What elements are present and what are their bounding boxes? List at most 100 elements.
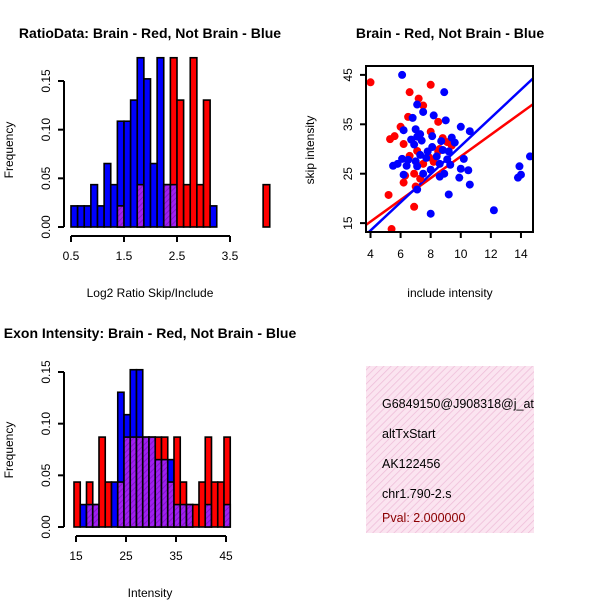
exon-intensity-histogram: Exon Intensity: Brain - Red, Not Brain -… <box>2 325 296 600</box>
y-tick-label: 0.10 <box>39 118 53 142</box>
scatter-point <box>413 162 422 171</box>
hist-bar <box>189 56 198 228</box>
hist-bar <box>104 481 113 528</box>
scatter-point <box>399 170 408 179</box>
x-tick-label: 15 <box>69 549 83 563</box>
hist-bar <box>70 205 79 228</box>
scatter-point <box>435 172 444 181</box>
hist-bar-overlap <box>166 481 175 528</box>
scatter-point <box>419 107 428 116</box>
scatter-point <box>455 173 464 182</box>
scatter-point <box>410 169 419 178</box>
scatter-point <box>410 140 419 149</box>
hist-bar-overlap <box>204 503 213 528</box>
info-probe-id: G6849150@J908318@j_at <box>382 397 534 411</box>
scatter-point <box>419 159 428 168</box>
y-tick-label: 35 <box>341 117 355 131</box>
scatter-axes: 4 6 8 10 12 14 15 25 35 45 <box>341 68 528 261</box>
x-tick-label: 10 <box>454 247 468 261</box>
scatter-ylabel: skip intensity <box>303 116 317 185</box>
x-tick-label: 25 <box>119 549 133 563</box>
hist-bar <box>182 183 192 228</box>
exon-histogram-xlabel: Intensity <box>128 586 173 600</box>
scatter-point <box>399 140 408 149</box>
scatter-point <box>426 80 435 89</box>
scatter-point <box>450 138 459 147</box>
hist-bar-overlap <box>116 481 125 528</box>
hist-bar <box>110 481 119 528</box>
hist-bar <box>216 481 225 528</box>
scatter-point <box>456 164 465 173</box>
hist-bar <box>83 205 92 228</box>
info-accession: AK122456 <box>382 457 441 471</box>
scatter-point <box>456 122 465 131</box>
hist-bar-overlap <box>179 503 188 528</box>
x-tick-label: 0.5 <box>63 249 80 263</box>
scatter-point <box>465 180 474 189</box>
ratio-histogram-axes: 0.5 1.5 2.5 3.5 0.00 0.05 0.10 0.15 <box>39 69 239 263</box>
info-event-type: altTxStart <box>382 427 436 441</box>
scatter-point <box>423 147 432 156</box>
hist-bar-overlap <box>162 183 172 228</box>
scatter-point <box>435 159 444 168</box>
info-panel-background <box>366 366 534 533</box>
scatter-point <box>402 161 411 170</box>
scatter-point <box>416 150 425 159</box>
scatter-point <box>429 111 438 120</box>
scatter-point <box>413 185 422 194</box>
info-pval: Pval: 2.000000 <box>382 511 466 525</box>
hist-bar <box>202 99 211 228</box>
scatter-points <box>366 70 534 234</box>
hist-bar <box>176 99 185 228</box>
hist-bar-overlap <box>185 503 194 528</box>
x-tick-label: 12 <box>484 247 498 261</box>
scatter-point <box>464 166 473 175</box>
scatter-point <box>513 173 522 182</box>
scatter-point <box>408 113 417 122</box>
exon-histogram-axes: 15 25 35 45 0.00 0.05 0.10 0.15 <box>39 360 233 563</box>
y-tick-label: 0.05 <box>39 463 53 487</box>
scatter-point <box>417 136 426 145</box>
x-tick-label: 3.5 <box>222 249 239 263</box>
y-tick-label: 0.15 <box>39 69 53 93</box>
scatter-point <box>410 202 419 211</box>
scatter-point <box>422 153 431 162</box>
hist-bar <box>129 99 139 228</box>
scatter-point <box>405 88 414 97</box>
hist-bar <box>191 503 200 528</box>
scatter-point <box>389 161 398 170</box>
scatter-point <box>515 162 524 171</box>
hist-bar <box>198 481 207 528</box>
scatter-point <box>399 178 408 187</box>
info-location: chr1.790-2.s <box>382 487 452 501</box>
y-tick-label: 0.05 <box>39 166 53 190</box>
hist-bar-overlap <box>91 503 100 528</box>
hist-bar-overlap <box>223 503 232 528</box>
exon-histogram-ylabel: Frequency <box>2 422 16 479</box>
scatter-point <box>419 169 428 178</box>
hist-bar-overlap <box>148 436 157 528</box>
hist-bar-overlap <box>136 183 145 228</box>
hist-bar <box>103 162 112 228</box>
scatter-point <box>398 70 407 79</box>
hist-bar <box>196 183 205 228</box>
scatter-point <box>441 116 450 125</box>
hist-bar <box>109 183 119 228</box>
scatter-title: Brain - Red, Not Brain - Blue <box>356 25 544 41</box>
x-tick-label: 4 <box>367 247 374 261</box>
intensity-scatter: Brain - Red, Not Brain - Blue 4 6 8 10 12 14 1… <box>303 25 544 300</box>
scatter-point <box>413 100 422 109</box>
x-tick-label: 2.5 <box>169 249 186 263</box>
scatter-point <box>459 154 468 163</box>
hist-bar <box>73 481 82 528</box>
scatter-point <box>440 88 449 97</box>
scatter-point <box>426 165 435 174</box>
hist-bar-overlap <box>141 436 150 528</box>
exon-histogram-title: Exon Intensity: Brain - Red, Not Brain -… <box>4 325 297 341</box>
hist-bar <box>143 78 152 228</box>
scatter-point <box>434 117 443 126</box>
scatter-point <box>465 127 474 136</box>
hist-bar <box>262 183 271 228</box>
scatter-point <box>399 126 408 135</box>
scatter-point <box>444 190 453 199</box>
